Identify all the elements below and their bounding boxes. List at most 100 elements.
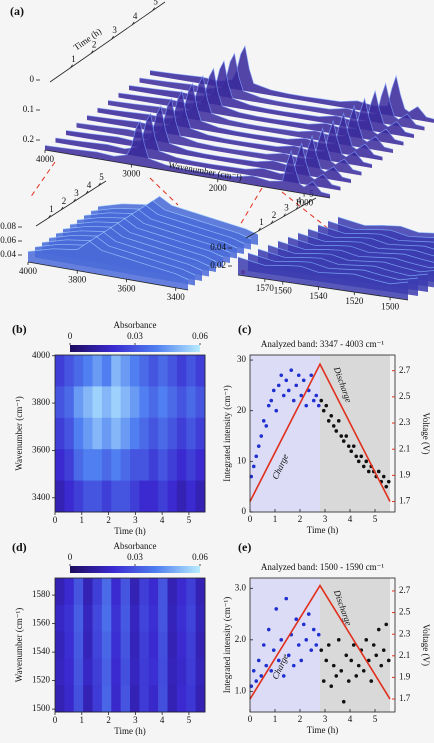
heatmap-cell [120,658,131,686]
heatmap-cell [73,631,84,659]
point [299,658,304,663]
heatmap-cell [139,658,150,686]
heatmap-cell [148,578,159,606]
heatmap-cell [120,685,131,713]
x-tick-label: 0 [53,515,58,525]
surface-ridge [257,248,429,277]
point [341,439,346,443]
point [269,668,274,673]
t-tick [85,190,89,195]
heatmap-cell [101,631,112,659]
heatmap-cell [92,449,103,481]
point [279,638,284,642]
x-tick-label: 4 [348,514,353,524]
point [311,627,316,632]
surface-fill [55,113,341,191]
heatmap-cell [120,449,131,481]
t-tick-label: 4 [133,11,138,21]
heatmap-cell [139,685,150,713]
point [296,373,301,378]
t-tick [131,21,135,26]
y2-tick-label: 2.3 [399,628,411,638]
point [341,699,346,704]
x-tick-label: 1 [80,515,85,525]
heatmap-cell [64,631,75,659]
heatmap-cell [148,658,159,686]
heatmap-cell [158,631,168,659]
heatmap-cell [148,386,159,419]
x-tick-label: 3 [323,514,328,524]
heatmap-cell [64,658,75,686]
heatmap-cell [186,355,197,387]
t-tick-label: 1 [259,217,264,227]
surface-ridge [69,213,231,253]
heatmap-cell [111,685,122,713]
heatmap-cell [101,449,112,481]
heatmap-cell [83,417,93,450]
heatmap-cell [92,604,103,632]
x-axis-label: Time (h) [114,726,145,736]
heatmap-cell [167,480,178,513]
x-tick-label: 4 [160,715,165,725]
point [251,464,256,469]
heatmap-cell [92,578,103,606]
t-tick-label: 2 [92,39,97,49]
heatmap-cell [101,386,112,419]
surface-ridge [48,227,210,267]
surface-ridge [83,204,245,244]
heatmap-cell [158,578,168,606]
heatmap-cell [176,658,187,686]
x-tick-label: 1 [80,715,85,725]
heatmap-cell [64,480,75,513]
y-tick-label: 1560 [32,618,51,628]
point [386,658,391,663]
z-tick-label: 0.02 [210,260,226,270]
point [339,434,344,438]
heatmap-cell [148,417,159,450]
x-tick-label: 3400 [167,292,186,302]
heatmap-cell [73,449,84,481]
point [384,484,389,489]
heatmap-cell [92,631,103,659]
x-tick-label: 2000 [209,183,228,193]
heatmap-cell [139,578,150,606]
surface-ridge [327,220,434,238]
heatmap-cell [64,386,75,419]
y-tick-label: 3800 [32,397,51,407]
colorbar-tick-label: 0.03 [127,331,143,341]
heatmap-cell [167,685,178,713]
point [334,429,339,433]
surface-ridge [62,218,224,258]
heatmap-cell [195,355,206,387]
point [349,449,354,454]
point [276,658,281,663]
heatmap-cell [101,355,112,387]
panel-label: (d) [12,540,27,554]
point [311,398,316,403]
t-tick [283,213,286,217]
point [264,424,269,428]
heatmap-cell [111,355,122,387]
surface-fill [28,241,188,290]
point [364,638,369,642]
heatmap-cell [130,480,140,513]
point [364,459,369,464]
x-tick-label: 1560 [274,286,293,296]
heatmap-cell [64,417,75,450]
heatmap-cell [139,449,150,481]
y2-axis-label: Voltage (V) [421,624,431,666]
surface-ridge [307,228,434,250]
heatmap-cell [139,355,150,387]
t-tick [70,64,73,68]
point [254,454,259,459]
panel-label: (b) [12,322,27,336]
heatmap-cell [111,386,122,419]
point [309,648,314,652]
heatmap-cell [130,685,140,713]
heatmap-cell [195,631,206,659]
heatmap-cell [167,355,178,387]
heatmap-cell [176,578,187,606]
point [374,653,379,658]
point [324,658,329,663]
